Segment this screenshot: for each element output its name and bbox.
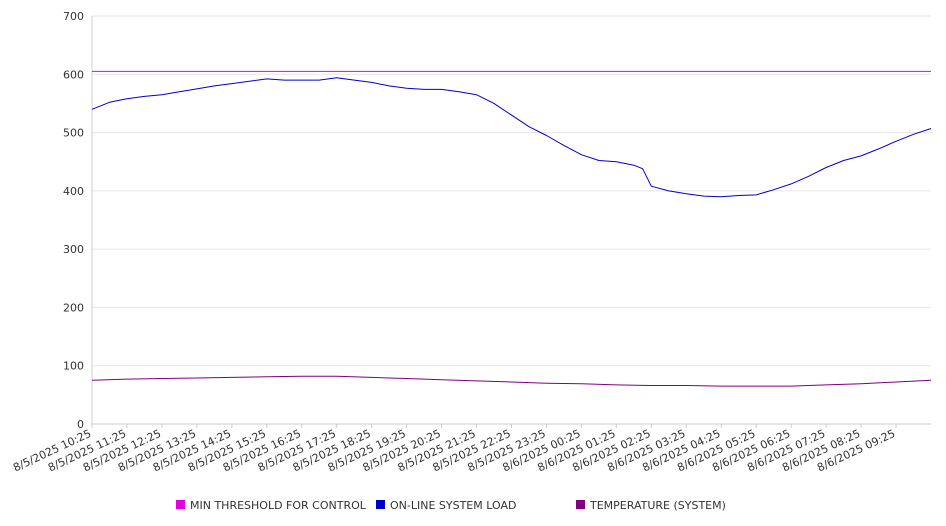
legend-swatch-1 <box>376 500 385 509</box>
y-tick-label-0: 0 <box>77 418 84 431</box>
y-tick-label-200: 200 <box>63 301 84 314</box>
y-tick-label-700: 700 <box>63 10 84 23</box>
gridlines <box>92 15 931 367</box>
axes <box>91 16 931 425</box>
y-tick-label-300: 300 <box>63 243 84 256</box>
y-tick-label-400: 400 <box>63 185 84 198</box>
series-line-1 <box>91 77 932 198</box>
x-tick-labels: 8/5/2025 10:258/5/2025 11:258/5/2025 12:… <box>11 424 897 474</box>
y-tick-labels: 0 100 200 300 400 500 600 700 <box>63 10 84 431</box>
series-line-2 <box>91 375 932 387</box>
legend-swatch-0 <box>176 500 185 509</box>
y-tick-label-600: 600 <box>63 68 84 81</box>
legend: MIN THRESHOLD FOR CONTROL ON-LINE SYSTEM … <box>176 499 726 512</box>
y-tick-label-500: 500 <box>63 127 84 140</box>
y-tick-label-100: 100 <box>63 360 84 373</box>
legend-swatch-2 <box>576 500 585 509</box>
legend-label-2: TEMPERATURE (SYSTEM) <box>589 499 726 512</box>
series-lines <box>91 70 932 387</box>
legend-label-0: MIN THRESHOLD FOR CONTROL <box>190 499 367 512</box>
legend-label-1: ON-LINE SYSTEM LOAD <box>390 499 516 512</box>
